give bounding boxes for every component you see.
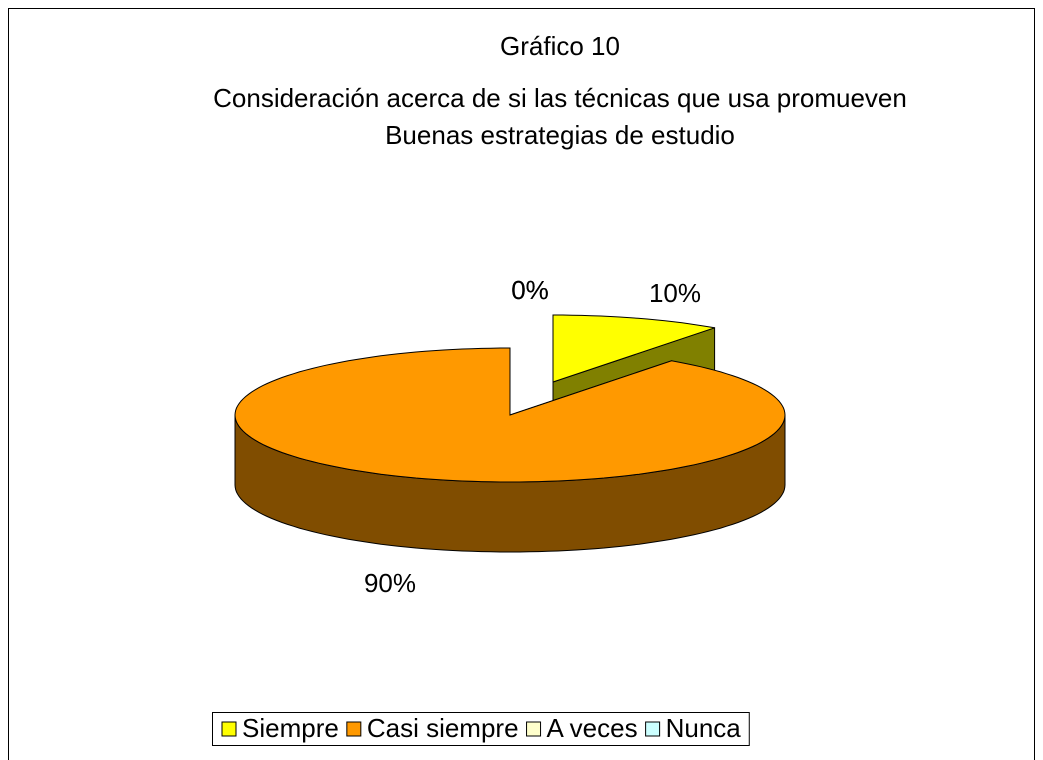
data-label: 90%: [364, 568, 416, 598]
legend-swatch: [346, 721, 362, 737]
labels: 10%90%0%0%: [364, 275, 701, 598]
chart-title: Buenas estrategias de estudio: [385, 120, 735, 150]
legend-swatch: [526, 721, 542, 737]
data-label: 10%: [649, 278, 701, 308]
chart-title: Consideración acerca de si las técnicas …: [213, 83, 907, 113]
legend-label: Siempre: [242, 713, 339, 743]
legend: Siempre Casi siempre A veces Nunca: [212, 712, 750, 746]
legend-swatch: [221, 721, 237, 737]
chart-frame: [8, 8, 1035, 760]
chart-title: Gráfico 10: [500, 31, 620, 61]
legend-label: Nunca: [666, 713, 742, 743]
pie-slice: [234, 347, 786, 483]
legend-swatch: [645, 721, 661, 737]
data-label: 0%: [511, 275, 549, 305]
legend-label: A veces: [547, 713, 638, 743]
data-label: 0%: [511, 275, 549, 305]
pie: [234, 314, 786, 553]
legend-label: Casi siempre: [367, 713, 519, 743]
pie-slice: [552, 314, 715, 383]
